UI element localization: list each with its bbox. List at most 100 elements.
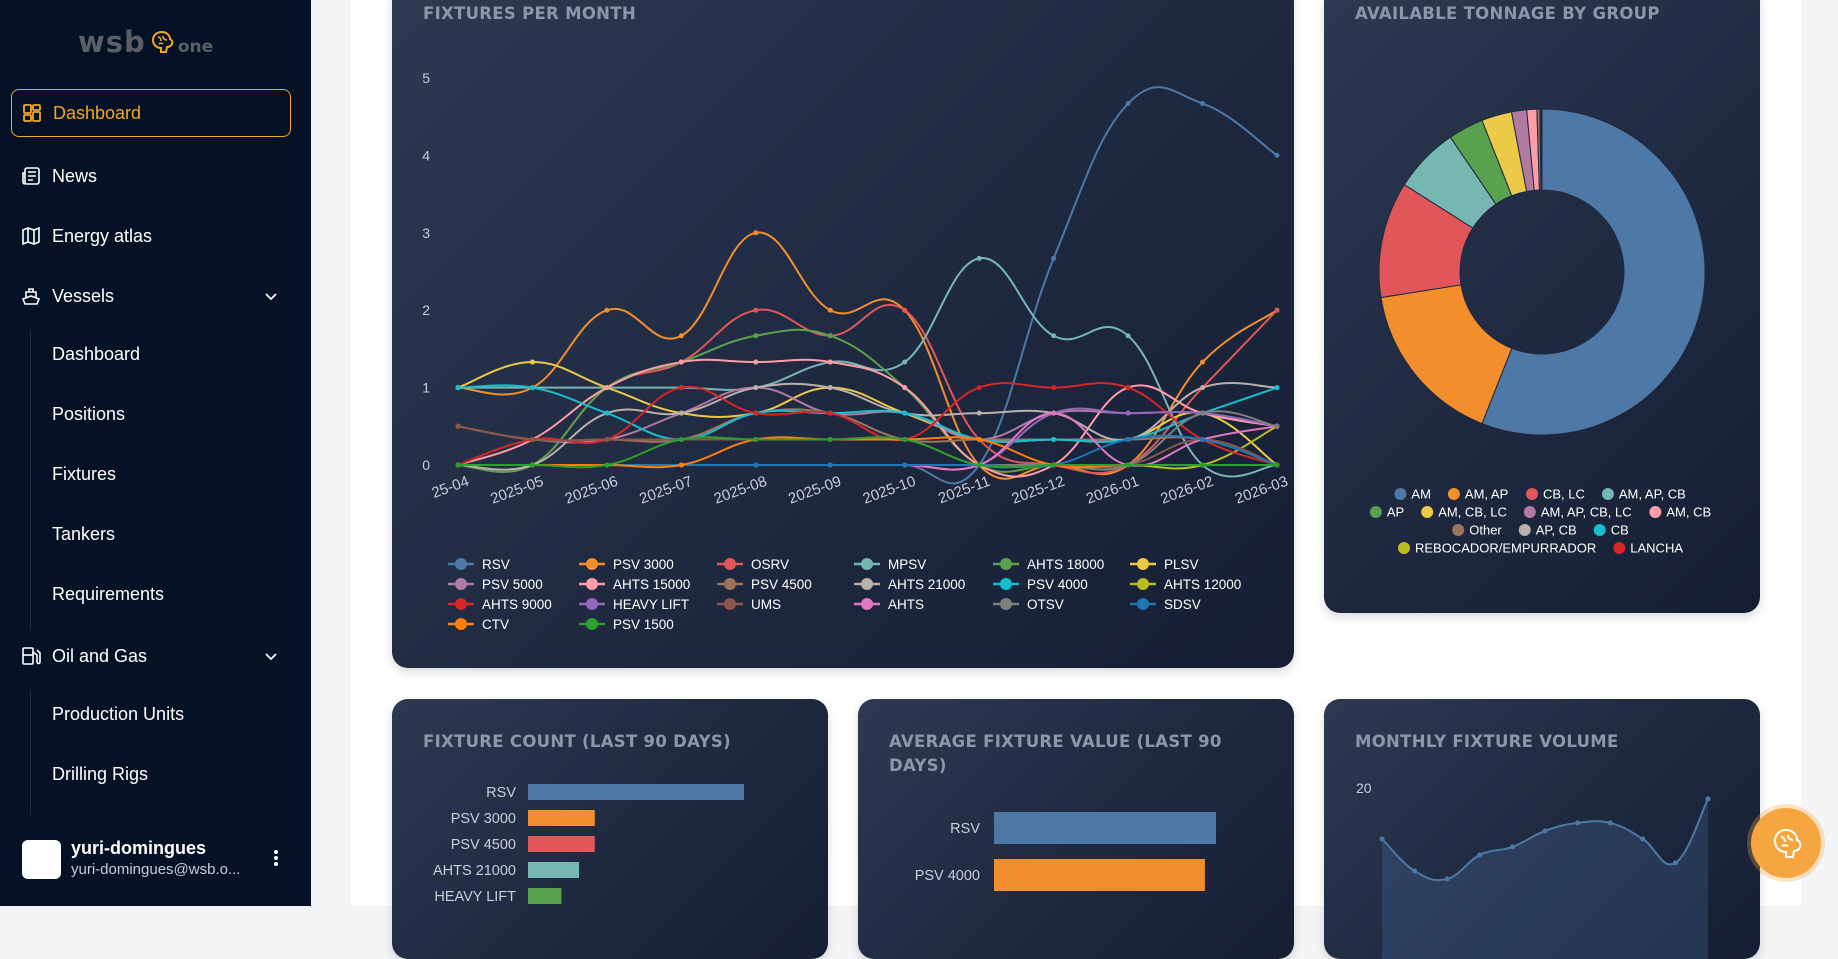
nav-energy-atlas[interactable]: Energy atlas (11, 212, 291, 260)
monthly-volume-area-chart[interactable]: 20 (1324, 699, 1760, 959)
legend-item[interactable]: AM, AP, CB (1602, 487, 1686, 502)
legend-label: AHTS 18000 (1027, 557, 1104, 572)
legend-item[interactable]: MPSV (854, 557, 926, 572)
data-point (604, 385, 609, 390)
legend-item[interactable]: AM, CB (1649, 505, 1711, 520)
bar-label: PSV 4500 (451, 837, 516, 853)
legend-item[interactable]: OSRV (717, 557, 789, 572)
legend-marker (1000, 598, 1012, 610)
more-vertical-icon[interactable] (266, 848, 286, 868)
legend-label: AHTS 15000 (613, 577, 690, 592)
subnav-vessels-dashboard[interactable]: Dashboard (52, 339, 140, 369)
legend-marker (1649, 506, 1661, 518)
data-point (902, 385, 907, 390)
user-profile[interactable]: yuri-domingues yuri-domingues@wsb.o... (22, 838, 292, 882)
legend-item[interactable]: PSV 5000 (448, 577, 543, 592)
legend-item[interactable]: HEAVY LIFT (579, 597, 689, 612)
data-point (1200, 463, 1205, 468)
legend-item[interactable]: LANCHA (1613, 541, 1683, 556)
legend-item[interactable]: SDSV (1130, 597, 1201, 612)
legend-item[interactable]: AM, CB, LC (1421, 505, 1507, 520)
legend-item[interactable]: AHTS 21000 (854, 577, 965, 592)
legend-item[interactable]: Other (1452, 523, 1502, 538)
legend-label: AHTS 9000 (482, 597, 552, 612)
subnav-production-units[interactable]: Production Units (52, 699, 184, 729)
legend-item[interactable]: PLSV (1130, 557, 1199, 572)
data-point (679, 411, 684, 416)
legend-item[interactable]: PSV 4000 (993, 577, 1088, 592)
legend-item[interactable]: PSV 4500 (717, 577, 812, 592)
legend-label: CTV (482, 617, 509, 632)
legend-label: AHTS 12000 (1164, 577, 1241, 592)
chevron-down-icon[interactable] (261, 646, 281, 666)
subnav-requirements[interactable]: Requirements (52, 579, 164, 609)
nav-dashboard[interactable]: Dashboard (11, 89, 291, 137)
legend-item[interactable]: AP, CB (1519, 523, 1577, 538)
legend-label: REBOCADOR/EMPURRADOR (1415, 541, 1596, 556)
legend-item[interactable]: AHTS (854, 597, 924, 612)
subnav-positions[interactable]: Positions (52, 399, 125, 429)
legend-item[interactable]: AM, AP (1448, 487, 1508, 502)
legend-item[interactable]: AP (1370, 505, 1404, 520)
legend-item[interactable]: OTSV (993, 597, 1064, 612)
x-tick-label: 2025-05 (488, 473, 546, 508)
legend-item[interactable]: AHTS 18000 (993, 557, 1104, 572)
subnav-fixtures[interactable]: Fixtures (52, 459, 116, 489)
data-point (679, 385, 684, 390)
bar-label: RSV (950, 821, 980, 837)
legend-item[interactable]: AHTS 9000 (448, 597, 552, 612)
legend-item[interactable]: CB (1594, 523, 1629, 538)
legend-marker (586, 618, 598, 630)
average-fixture-value-card: AVERAGE FIXTURE VALUE (LAST 90 DAYS) RSV… (858, 699, 1294, 959)
bar (528, 810, 595, 826)
legend-label: AHTS 21000 (888, 577, 965, 592)
y-tick-label: 5 (422, 70, 430, 86)
data-point (902, 360, 907, 365)
data-point (753, 463, 758, 468)
legend-item[interactable]: AM, AP, CB, LC (1524, 505, 1632, 520)
data-point (977, 411, 982, 416)
legend-marker (1000, 558, 1012, 570)
legend-item[interactable]: CB, LC (1526, 487, 1585, 502)
legend-label: AHTS (888, 597, 924, 612)
nav-oil-and-gas[interactable]: Oil and Gas (11, 632, 291, 680)
app-logo[interactable]: wsb one (78, 22, 213, 62)
legend-label: AP, CB (1536, 523, 1577, 538)
legend-marker (1421, 506, 1433, 518)
subnav-drilling-rigs[interactable]: Drilling Rigs (52, 759, 148, 789)
legend-item[interactable]: AHTS 15000 (579, 577, 690, 592)
legend-label: OTSV (1027, 597, 1064, 612)
legend-item[interactable]: RSV (448, 557, 510, 572)
avatar (22, 840, 61, 879)
logo-suffix: one (178, 37, 213, 57)
y-tick-label: 2 (422, 302, 430, 318)
legend-item[interactable]: PSV 1500 (579, 617, 674, 632)
legend-marker (1137, 598, 1149, 610)
legend-label: AM, CB, LC (1438, 505, 1507, 520)
legend-item[interactable]: CTV (448, 617, 509, 632)
nav-vessels[interactable]: Vessels (11, 272, 291, 320)
legend-label: CB, LC (1543, 487, 1585, 502)
legend-item[interactable]: AHTS 12000 (1130, 577, 1241, 592)
nav-news[interactable]: News (11, 152, 291, 200)
legend-label: AM (1411, 487, 1431, 502)
legend-item[interactable]: UMS (717, 597, 781, 612)
chevron-down-icon[interactable] (261, 286, 281, 306)
legend-item[interactable]: AM (1394, 487, 1431, 502)
legend-marker (1000, 578, 1012, 590)
data-point (604, 463, 609, 468)
ai-assistant-button[interactable] (1751, 808, 1821, 878)
nav-label: Vessels (52, 286, 114, 307)
legend-item[interactable]: PSV 3000 (579, 557, 674, 572)
legend-marker (455, 578, 467, 590)
data-point (753, 230, 758, 235)
legend-item[interactable]: REBOCADOR/EMPURRADOR (1398, 541, 1596, 556)
tonnage-donut-chart[interactable]: AM AM, AP CB, LC AM, AP, CB AP AM, CB, LC AM, … (1324, 0, 1760, 613)
subnav-tankers[interactable]: Tankers (52, 519, 115, 549)
data-point (1200, 101, 1205, 106)
data-point (753, 308, 758, 313)
